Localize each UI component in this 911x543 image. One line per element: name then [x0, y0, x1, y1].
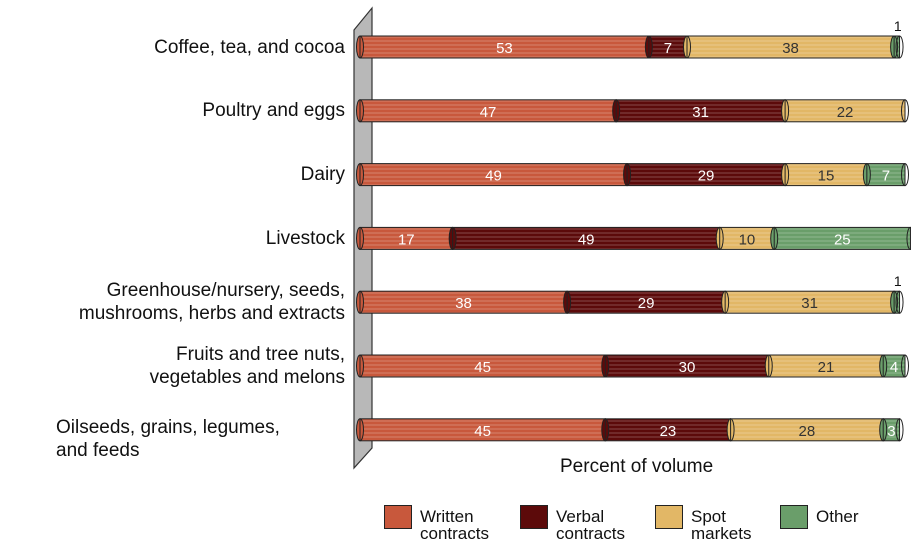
data-label: 7 — [664, 40, 672, 57]
category-label: Dairy — [301, 163, 345, 186]
bar-end-cap — [895, 290, 904, 314]
bar-end-cap — [901, 354, 909, 378]
data-label: 49 — [485, 168, 502, 185]
category-label-line: Dairy — [300, 164, 345, 186]
bar-segment — [612, 99, 786, 123]
data-label: 25 — [834, 231, 851, 248]
data-label: 45 — [474, 359, 491, 376]
bar-segment — [764, 354, 884, 378]
data-label: 45 — [474, 423, 491, 440]
bar-segment — [356, 35, 650, 59]
category-label-line: and feeds — [56, 439, 140, 461]
legend-label-line: Verbal — [556, 507, 605, 526]
bar-segment — [356, 99, 617, 123]
data-label: 38 — [455, 295, 472, 312]
legend-label-line: contracts — [556, 524, 625, 543]
data-label: 49 — [578, 231, 595, 248]
data-label: 1 — [894, 18, 902, 34]
bar-segment — [601, 354, 770, 378]
bar-end-cap — [901, 99, 909, 123]
category-label-line: vegetables and melons — [149, 367, 345, 388]
legend-label: Written contracts — [420, 508, 489, 542]
category-label-line: Oilseeds, grains, legumes, — [56, 416, 280, 438]
legend-label-line: Spot — [691, 507, 726, 526]
bar-segment — [715, 226, 775, 250]
bar-segment — [862, 163, 906, 187]
bar-segment — [781, 99, 906, 123]
legend-label-line: markets — [691, 524, 752, 543]
bar-segment — [726, 418, 884, 442]
legend-label-line: contracts — [420, 524, 489, 543]
data-label: 29 — [698, 168, 715, 185]
category-label-line: Greenhouse/nursery, seeds, — [106, 280, 345, 302]
bar-segment — [890, 290, 901, 314]
legend-label: Verbal contracts — [556, 508, 625, 542]
data-label: 28 — [799, 423, 816, 440]
category-label-line: Fruits and tree nuts, — [176, 344, 345, 365]
bar-segment — [356, 354, 606, 378]
bar-segment — [601, 418, 732, 442]
legend-swatch — [520, 505, 548, 529]
bar-segment — [770, 226, 911, 250]
bar-segment — [563, 290, 726, 314]
category-label-line: Poultry and eggs — [202, 100, 345, 122]
bar-end-cap — [906, 226, 911, 250]
data-label: 3 — [887, 423, 895, 440]
legend-swatch — [655, 505, 683, 529]
category-label: Livestock — [266, 227, 345, 250]
bar-end-cap — [895, 35, 904, 59]
data-label: 53 — [496, 40, 513, 57]
data-label: 21 — [818, 359, 835, 376]
category-label-line: mushrooms, herbs and extracts — [78, 303, 345, 325]
category-label-line: Livestock — [265, 227, 345, 249]
category-label: Greenhouse/nursery, seeds, mushrooms, her… — [79, 279, 345, 325]
legend-label-line: Other — [816, 507, 859, 526]
category-label: Fruits and tree nuts, vegetables and melo… — [150, 343, 345, 389]
legend-swatch — [780, 505, 808, 529]
data-label: 10 — [739, 231, 756, 248]
data-label: 23 — [660, 423, 677, 440]
bar-segment — [781, 163, 868, 187]
bar-segment — [356, 163, 628, 187]
data-label: 7 — [882, 168, 890, 185]
category-label: Coffee, tea, and cocoa — [154, 36, 345, 59]
data-label: 17 — [398, 231, 415, 248]
bar-end-cap — [901, 163, 909, 187]
category-label: Poultry and eggs — [202, 99, 345, 122]
bar-end-cap — [895, 418, 904, 442]
category-label: Oilseeds, grains, legumes, and feeds — [56, 416, 280, 462]
data-label: 4 — [890, 359, 898, 376]
data-label: 1 — [894, 273, 902, 289]
bar-segment — [879, 354, 906, 378]
data-label: 22 — [837, 104, 854, 121]
data-label: 31 — [692, 104, 709, 121]
bar-segment — [721, 290, 895, 314]
bar-segment — [623, 163, 786, 187]
bar-segment — [644, 35, 688, 59]
data-label: 47 — [480, 104, 497, 121]
data-label: 29 — [638, 295, 655, 312]
legend-label-line: Written — [420, 507, 474, 526]
legend-swatch — [384, 505, 412, 529]
data-label: 15 — [818, 168, 835, 185]
bar-segment — [683, 35, 895, 59]
data-label: 31 — [801, 295, 818, 312]
bar-segment — [356, 418, 606, 442]
data-label: 38 — [782, 40, 799, 57]
category-label-line: Coffee, tea, and cocoa — [154, 36, 345, 58]
bar-segment — [448, 226, 721, 250]
legend-label: Spot markets — [691, 508, 751, 542]
data-label: 30 — [679, 359, 696, 376]
legend-label: Other — [816, 508, 859, 525]
bar-segment — [879, 418, 901, 442]
x-axis-label: Percent of volume — [560, 456, 714, 477]
bar-segment — [890, 35, 901, 59]
